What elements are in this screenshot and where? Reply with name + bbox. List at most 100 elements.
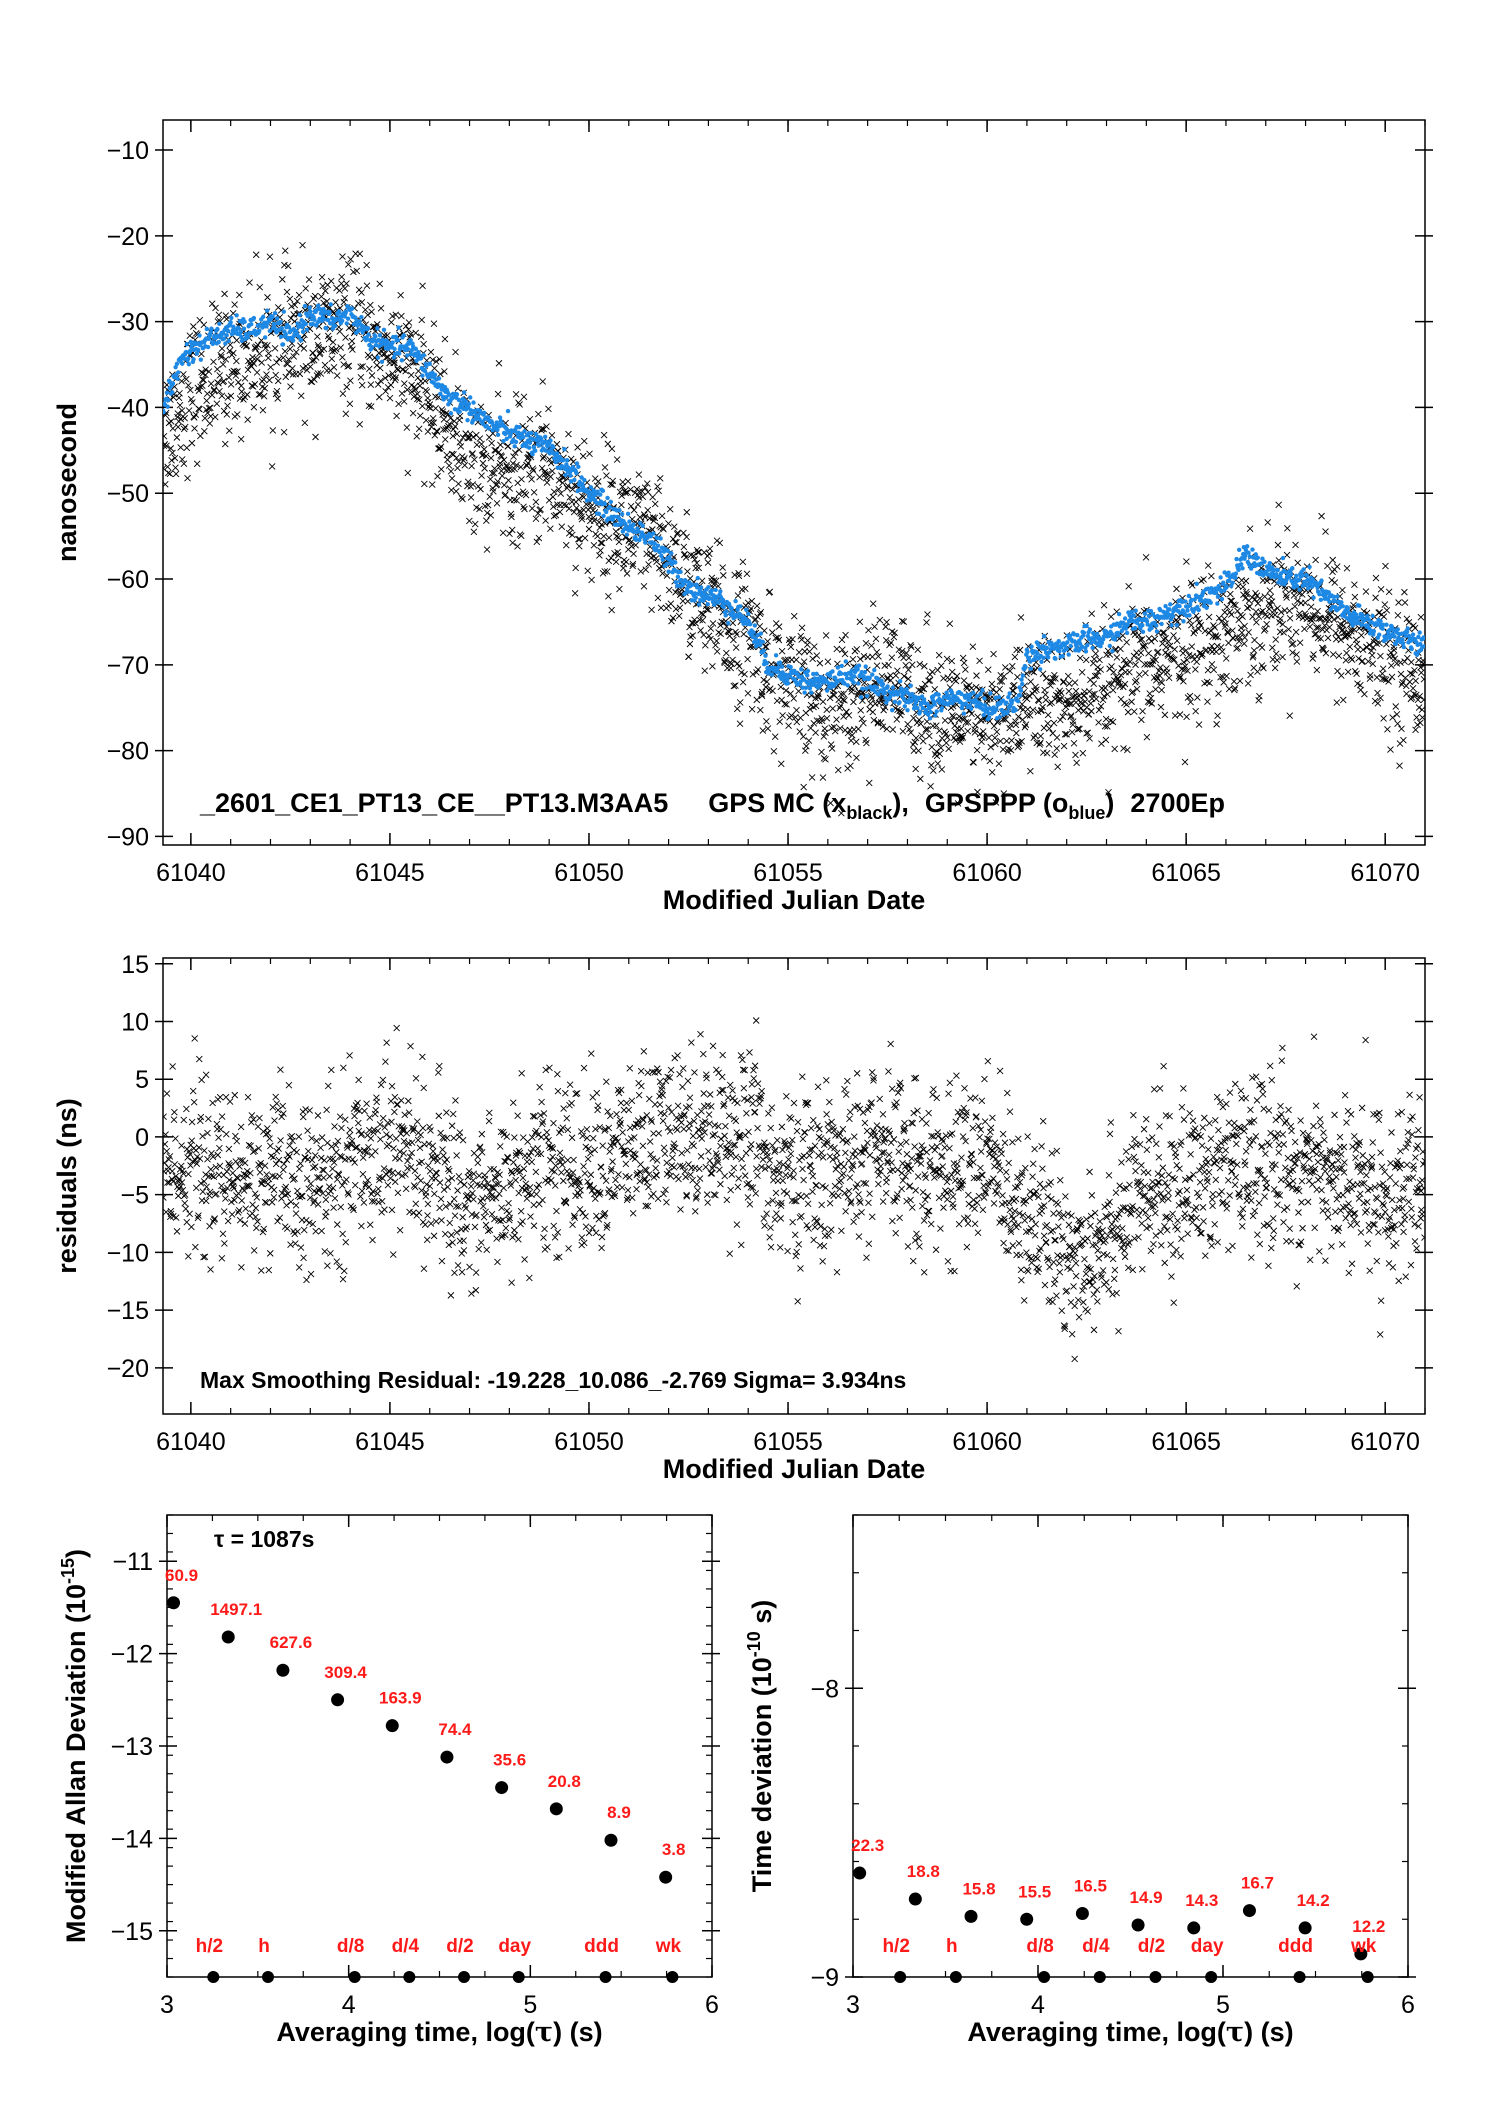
data-point-x [1217,643,1225,651]
data-point-x [924,611,931,618]
data-point-x [291,301,299,309]
data-point-x [173,1228,181,1235]
data-point-o [845,683,850,688]
data-point-x [907,729,915,736]
data-point-x [691,556,699,563]
data-point-o [1065,640,1070,645]
data-point-x [163,481,169,488]
data-point-x [822,755,829,763]
data-point-x [207,1166,215,1173]
data-point-x [494,478,502,485]
data-point-x [1293,651,1300,658]
data-point-x [520,393,528,401]
data-point-x [676,604,684,612]
data-point-x [771,733,779,741]
data-point-x [216,1093,224,1101]
data-point-x [1385,678,1392,685]
data-point-o [264,308,270,313]
data-point-x [627,502,635,510]
data-point-x [210,1173,218,1181]
data-point-o [550,445,556,450]
data-point-x [1151,635,1159,643]
data-point-x [364,311,372,319]
data-point-x [506,485,514,492]
data-point-x [962,719,970,726]
data-point-x [532,515,540,522]
data-point-x [244,416,252,424]
data-point-o [280,342,286,347]
data-point-x [1228,597,1236,605]
data-point-x [920,685,928,693]
data-point-x [1162,643,1170,651]
data-point-x [1108,680,1116,688]
data-point-x [1415,704,1423,711]
data-point-o [272,310,278,316]
data-point-x [1412,691,1420,699]
data-point-x [510,453,517,460]
data-point-x [418,316,426,324]
data-point-x [1219,673,1227,681]
data-point-x [1229,627,1236,634]
data-point-x [1097,666,1104,673]
data-point-x [185,1170,192,1178]
data-point-x [514,543,521,550]
data-point-o [897,700,902,705]
data-point-o [744,607,749,612]
data-point-x [1176,675,1183,682]
data-point-x [954,800,962,807]
data-point-x [795,687,802,695]
data-point-x [235,378,242,386]
data-point-o [321,306,326,312]
data-point-x [828,745,836,752]
data-point-o [422,368,428,374]
data-point-x [1421,661,1425,669]
data-point-x [353,267,361,275]
data-point-x [1377,652,1384,660]
data-point-x [808,774,816,781]
data-point-x [1193,658,1201,666]
data-point-x [342,410,350,418]
data-point-x [613,533,620,540]
data-point-x [1394,720,1401,727]
data-point-x [603,472,610,479]
data-point-x [1165,674,1173,682]
data-point-x [995,760,1003,768]
data-point-x [338,280,345,287]
data-point-x [1119,632,1127,639]
data-point-x [673,539,680,546]
data-point-x [253,355,261,363]
data-point-o [1018,693,1023,698]
data-point-x [637,568,645,575]
data-point-x [452,348,459,356]
data-point-o [1422,644,1425,649]
data-point-x [980,732,987,740]
data-point-x [604,440,612,448]
data-point-o [329,315,335,321]
data-point-x [736,720,744,727]
data-point-x [898,647,906,655]
data-point-x [163,1147,171,1155]
data-point-x [852,738,860,746]
data-point-o [694,585,700,590]
data-point-o [375,355,381,360]
data-point-x [356,420,364,428]
data-point-o [302,303,308,309]
data-point-x [1161,711,1169,719]
data-point-x [1275,501,1283,509]
data-point-x [185,407,193,414]
data-point-x [809,655,816,663]
data-point-o [228,320,233,325]
data-point-o [775,665,781,670]
data-point-x [660,525,667,533]
data-point-o [1084,623,1089,629]
data-point-o [738,604,743,609]
data-point-x [1311,612,1319,619]
data-point-o [1300,573,1305,578]
data-point-x [759,727,767,734]
data-point-o [773,653,779,658]
data-point-x [643,480,651,487]
data-point-o [1064,646,1069,652]
data-point-x [890,633,898,641]
data-point-o [673,560,678,565]
data-point-x [641,513,649,521]
